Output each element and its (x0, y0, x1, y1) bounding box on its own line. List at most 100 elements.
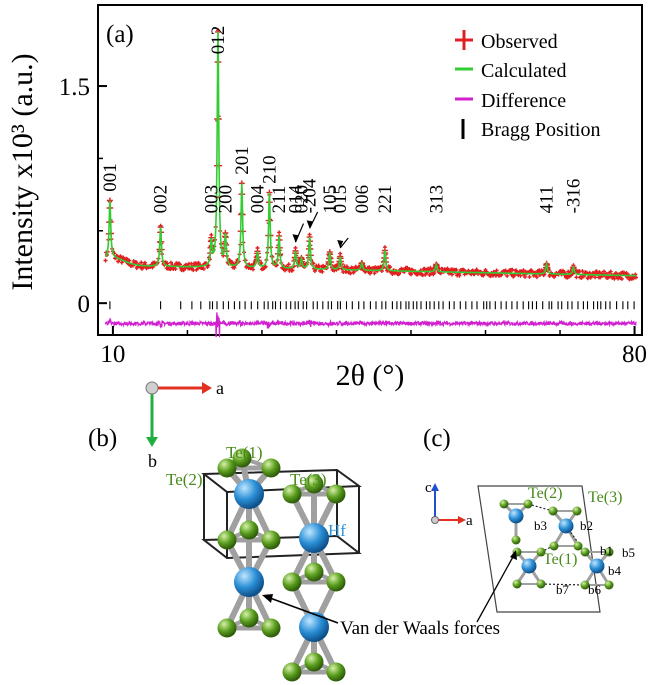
y-axis-label: Intensity x10³ (a.u.) (6, 53, 39, 290)
calculated-series (104, 31, 637, 277)
axis-a-label-b: a (216, 378, 224, 398)
axis-a-label-c: a (466, 513, 473, 529)
axis-origin-c (431, 516, 439, 524)
axis-a-arrowhead (202, 382, 212, 394)
peak-label: 313 (426, 185, 447, 214)
te-atom (499, 499, 509, 509)
vdw-label: Van der Waals forces (340, 618, 500, 639)
te-atom (604, 580, 614, 590)
axis-c-arrowhead (431, 483, 439, 491)
peak-label: 020 (291, 185, 312, 214)
x-tick-label: 10 (100, 341, 125, 368)
te-atom (232, 448, 252, 468)
te1-label-b: Te(1) (226, 443, 263, 462)
bond-label-b7: b7 (556, 582, 570, 597)
te2-label-c: Te(2) (528, 485, 562, 502)
te-atom (217, 530, 237, 550)
te-atom (304, 562, 324, 582)
axis-ticks: 10 80 0 1.5 (59, 74, 647, 368)
hf-atom (521, 558, 537, 574)
peak-label: 211 (269, 186, 290, 214)
te2-label-b: Te(2) (166, 470, 203, 489)
te-atom (304, 474, 324, 494)
te-atom (282, 572, 302, 592)
te-atom (239, 608, 259, 628)
te-atom (604, 547, 614, 557)
bond-label-b3: b3 (534, 518, 547, 533)
peak-arrowhead-014 (292, 234, 299, 243)
peak-label: 004 (248, 184, 269, 213)
hf-atom (299, 612, 329, 642)
bond-label-b2: b2 (580, 518, 593, 533)
vdw-pointer-line (269, 597, 339, 624)
x-axis-label: 2θ (°) (336, 359, 405, 392)
te-atom (261, 530, 281, 550)
te-atom (217, 458, 237, 478)
difference-series (104, 312, 637, 338)
hf-atom (234, 479, 264, 509)
peak-label: 210 (259, 155, 280, 184)
peak-label: 201 (232, 146, 253, 175)
atoms-panel-c (499, 499, 614, 590)
hf-atom (299, 523, 329, 553)
x-tick-label: 80 (622, 341, 647, 368)
legend-bragg-label: Bragg Position (481, 119, 600, 141)
legend-observed-label: Observed (481, 31, 558, 53)
te-atom (326, 484, 346, 504)
peak-label: -316 (563, 179, 584, 214)
hf-label-b: Hf (328, 521, 346, 540)
unit-cell-c (477, 485, 601, 613)
bond-label-b5: b5 (622, 545, 635, 560)
te-atom (239, 520, 259, 540)
te-atom (512, 579, 522, 589)
hf-atom (508, 508, 524, 524)
te-atom (326, 572, 346, 592)
te-atom (511, 535, 521, 545)
peak-label: 221 (375, 185, 396, 214)
legend: Observed Calculated Difference Bragg Pos… (455, 30, 600, 141)
te1-label-c: Te(1) (543, 551, 577, 568)
te3-label-b: Te(3) (290, 470, 327, 489)
peak-label: 003 (201, 185, 222, 214)
axis-b-arrowhead (146, 437, 158, 447)
peak-label: 411 (537, 186, 558, 214)
peak-label: 200 (215, 185, 236, 214)
panel-label-c: (c) (423, 425, 451, 452)
plot-content (103, 28, 638, 338)
te-atom (326, 662, 346, 682)
peak-label: 015 (330, 185, 351, 214)
bragg-ticks (109, 301, 635, 310)
atoms-panel-b (217, 448, 346, 682)
peak-label: 105 (320, 185, 341, 214)
dashed-bond (540, 583, 586, 586)
peak-label: 002 (151, 185, 172, 214)
axis-c-label: c (425, 480, 432, 496)
te-atom (523, 499, 533, 509)
te-atom (548, 506, 558, 516)
y-tick-label: 1.5 (59, 74, 90, 101)
y-tick-label: 0 (78, 291, 91, 318)
te-atom (304, 652, 324, 672)
axis-a-arrowhead-c (458, 516, 466, 524)
te-atom (536, 547, 546, 557)
te-atom (261, 618, 281, 638)
te-atom (580, 547, 590, 557)
unit-cell-bottom (201, 534, 362, 560)
plot-frame (97, 4, 643, 336)
te-atom (580, 580, 590, 590)
peak-label: 001 (100, 163, 121, 192)
te-atom (549, 541, 559, 551)
axis-b-label-b: b (148, 451, 157, 471)
panel-label-b: (b) (88, 425, 117, 452)
legend-difference-label: Difference (481, 90, 566, 112)
legend-observed-marker (455, 30, 473, 50)
peak-arrowhead-015 (337, 239, 344, 248)
te-atom (536, 579, 546, 589)
legend-calculated-label: Calculated (481, 60, 567, 82)
te1-pointer-line (476, 554, 515, 623)
te-atom (261, 458, 281, 478)
peak-arrow-015 (339, 237, 349, 249)
